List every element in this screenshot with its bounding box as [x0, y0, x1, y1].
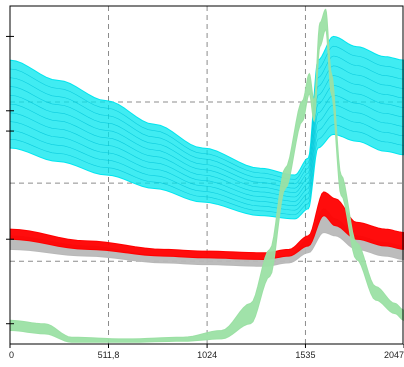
series-line-cyan: [9, 55, 404, 185]
series-line-cyan: [9, 45, 404, 180]
plot-frame: [9, 5, 404, 345]
x-tick-label: 511,8: [98, 350, 120, 360]
x-tick-label: 1024: [197, 350, 217, 360]
x-tick-label: 1535: [295, 350, 315, 360]
series-line-cyan: [9, 65, 404, 189]
x-tick-label: 0: [9, 350, 14, 360]
series-line-cyan: [9, 124, 404, 215]
series-band-green: [9, 8, 404, 343]
tick-labels: 0 511,8 1024 1535 2047: [9, 350, 404, 360]
series-line-cyan: [9, 114, 404, 211]
series-band-cyan: [9, 35, 404, 220]
series-band-red: [9, 191, 404, 261]
series-line-cyan: [9, 85, 404, 198]
series-line-cyan: [9, 104, 404, 207]
series-line-cyan: [9, 94, 404, 202]
series-line-cyan: [9, 75, 404, 193]
axes: [6, 5, 404, 348]
series-layer: [9, 8, 404, 343]
x-tick-label: 2047: [384, 350, 404, 360]
